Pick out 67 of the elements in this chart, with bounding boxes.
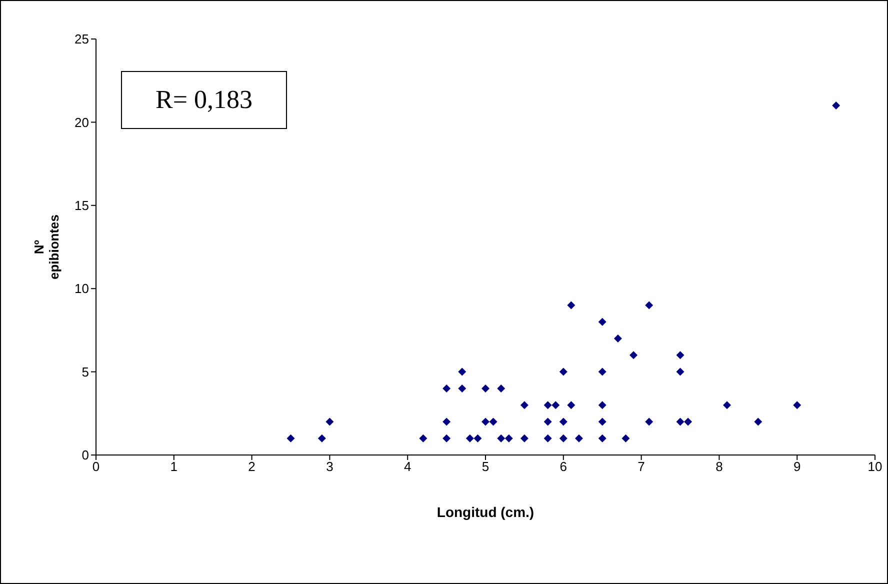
point <box>544 401 552 410</box>
x-tick-label: 1 <box>170 459 178 474</box>
point <box>598 318 606 326</box>
point <box>458 368 466 376</box>
point <box>482 384 490 392</box>
point <box>676 418 684 426</box>
point <box>567 401 576 410</box>
point <box>645 418 654 426</box>
point <box>442 418 451 426</box>
point <box>466 434 474 442</box>
point <box>793 401 802 410</box>
point <box>574 434 583 442</box>
x-tick-label: 9 <box>793 459 801 474</box>
annotation: R= 0,183 <box>121 71 287 129</box>
x-tick-label: 6 <box>560 459 568 474</box>
x-tick-label: 2 <box>248 459 256 474</box>
point <box>419 434 428 442</box>
point <box>326 418 334 426</box>
point <box>504 434 513 442</box>
y-tick-label: 25 <box>74 32 89 47</box>
point <box>482 418 490 426</box>
point <box>458 384 466 392</box>
point <box>559 434 568 442</box>
point <box>622 434 630 442</box>
point <box>442 384 451 392</box>
point <box>442 434 451 442</box>
y-tick-label: 20 <box>74 114 89 130</box>
point <box>676 351 684 360</box>
point <box>520 434 528 442</box>
point <box>552 401 560 410</box>
y-axis-title: Nº epibiontes <box>32 214 62 280</box>
y-tick-label: 15 <box>74 198 89 214</box>
point <box>684 418 692 426</box>
x-tick-label: 4 <box>404 459 412 474</box>
point <box>497 384 506 392</box>
y-tick-label: 5 <box>82 364 89 380</box>
x-tick-label: 8 <box>716 459 723 474</box>
point <box>598 368 606 376</box>
point <box>489 418 498 426</box>
y-tick-label: 0 <box>82 448 89 463</box>
x-tick-label: 3 <box>326 459 334 474</box>
point <box>520 401 528 410</box>
x-tick-label: 7 <box>638 459 645 474</box>
x-tick-label: 5 <box>482 459 490 474</box>
point <box>645 301 654 310</box>
point <box>474 434 482 442</box>
point <box>722 401 731 410</box>
y-tick-label: 10 <box>74 281 89 296</box>
point <box>832 102 840 110</box>
point <box>544 434 552 442</box>
point <box>754 418 762 426</box>
point <box>497 434 506 442</box>
x-axis-title: Longitud (cm.) <box>436 504 534 520</box>
point <box>598 401 606 410</box>
point <box>598 434 606 442</box>
point <box>544 418 552 426</box>
point <box>559 418 568 426</box>
point <box>318 434 326 442</box>
point <box>614 334 622 343</box>
point <box>286 434 295 442</box>
x-tick-label: 0 <box>92 459 100 474</box>
point <box>598 418 606 426</box>
point <box>567 301 576 310</box>
point <box>559 368 568 376</box>
x-tick-label: 10 <box>868 459 882 474</box>
point <box>630 351 638 360</box>
point <box>676 368 684 376</box>
